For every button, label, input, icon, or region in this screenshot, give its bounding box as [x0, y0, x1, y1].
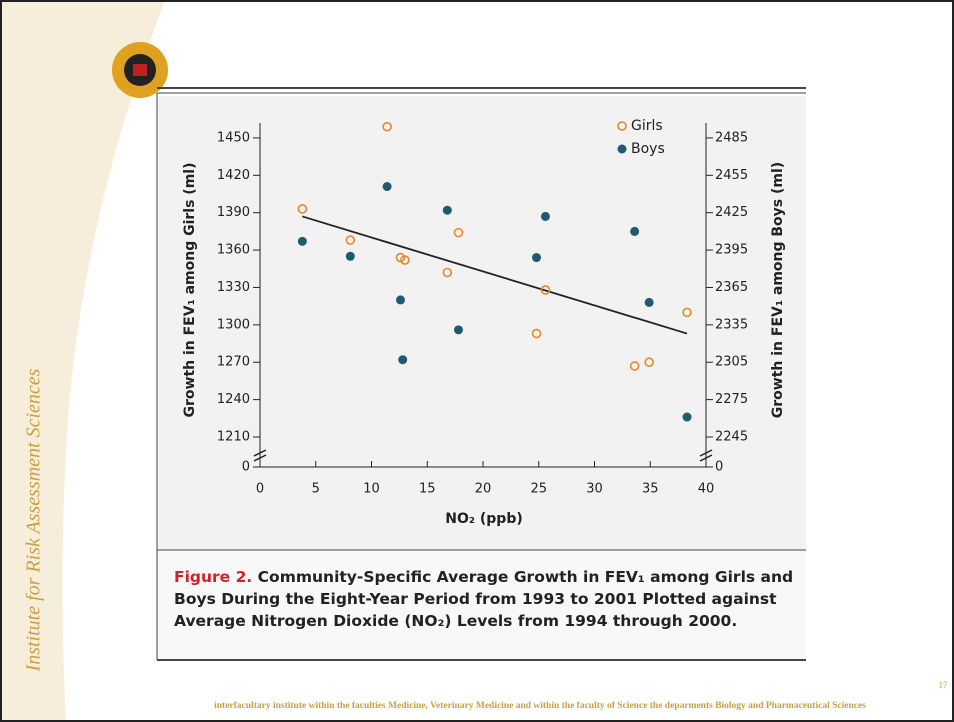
point: [297, 236, 307, 246]
point: [531, 328, 542, 339]
y2-tick-label: 2335: [715, 317, 748, 332]
y2-tick-label: 2455: [715, 168, 748, 183]
y-tick-label: 1210: [217, 430, 250, 445]
point: [644, 357, 654, 368]
point: [453, 325, 463, 335]
point: [395, 295, 405, 305]
point: [345, 251, 355, 261]
y2-tick-label: 2485: [715, 130, 748, 145]
point: [644, 297, 654, 307]
axis-break: [253, 454, 267, 462]
point: [540, 211, 550, 221]
axis-break: [253, 449, 267, 457]
y-tick-label: 1240: [217, 392, 250, 407]
x-tick-label: 0: [256, 482, 264, 497]
y2-tick-label: 0: [715, 460, 723, 475]
y-tick-label: 1330: [217, 280, 250, 295]
figure-box: [157, 96, 806, 550]
point: [630, 226, 640, 236]
caption-box: [157, 550, 806, 660]
y-tick-label: 1390: [217, 205, 250, 220]
point: [345, 235, 356, 245]
point: [453, 227, 464, 238]
x-tick-label: 5: [312, 482, 320, 497]
x-tick-label: 40: [698, 482, 715, 497]
y-axis-title: Growth in FEV₁ among Girls (ml): [182, 163, 198, 418]
point: [398, 355, 408, 365]
axis-break: [699, 454, 713, 462]
y-tick-label: 1450: [217, 130, 250, 145]
y-tick-label: 0: [242, 460, 250, 475]
caption-text: Community-Specific Average Growth in FEV…: [174, 568, 794, 630]
point: [629, 361, 640, 371]
footer: interfacultary institute within the facu…: [214, 701, 866, 711]
point: [442, 205, 452, 215]
legend-marker: [617, 144, 627, 154]
y2-tick-label: 2395: [715, 243, 748, 258]
x-axis-title: NO₂ (ppb): [445, 511, 523, 527]
x-tick-label: 20: [475, 482, 492, 497]
point: [532, 253, 542, 263]
legend-label: Girls: [631, 118, 663, 134]
side-text: Institute for Risk Assessment Sciences: [23, 368, 45, 672]
point: [682, 412, 692, 422]
x-tick-label: 30: [586, 482, 603, 497]
y-tick-label: 1300: [217, 317, 250, 332]
point: [400, 255, 410, 265]
x-tick-label: 25: [530, 482, 547, 497]
y2-tick-label: 2245: [715, 430, 748, 445]
point: [297, 204, 308, 214]
y-tick-label: 1360: [217, 243, 250, 258]
legend-marker: [617, 121, 627, 131]
trend-line: [302, 215, 688, 335]
point: [382, 182, 392, 192]
y2-tick-label: 2425: [715, 205, 748, 220]
axis-break: [699, 449, 713, 457]
y2-tick-label: 2305: [715, 355, 748, 370]
point: [442, 267, 453, 278]
x-tick-label: 15: [419, 482, 436, 497]
caption-label: Figure 2.: [174, 568, 253, 586]
point: [682, 307, 692, 318]
caption: Figure 2. Community-Specific Average Gro…: [174, 566, 799, 632]
x-tick-label: 10: [363, 482, 380, 497]
legend-label: Boys: [631, 141, 665, 157]
point: [540, 285, 551, 295]
x-tick-label: 35: [642, 482, 659, 497]
point: [382, 121, 392, 132]
y2-tick-label: 2275: [715, 392, 748, 407]
side-band: [0, 0, 165, 722]
y-tick-label: 1420: [217, 168, 250, 183]
logo-shield: [133, 64, 147, 76]
y-tick-label: 1270: [217, 355, 250, 370]
page-number: 17: [939, 680, 949, 690]
y2-axis-title: Growth in FEV₁ among Boys (ml): [770, 162, 786, 418]
y2-tick-label: 2365: [715, 280, 748, 295]
